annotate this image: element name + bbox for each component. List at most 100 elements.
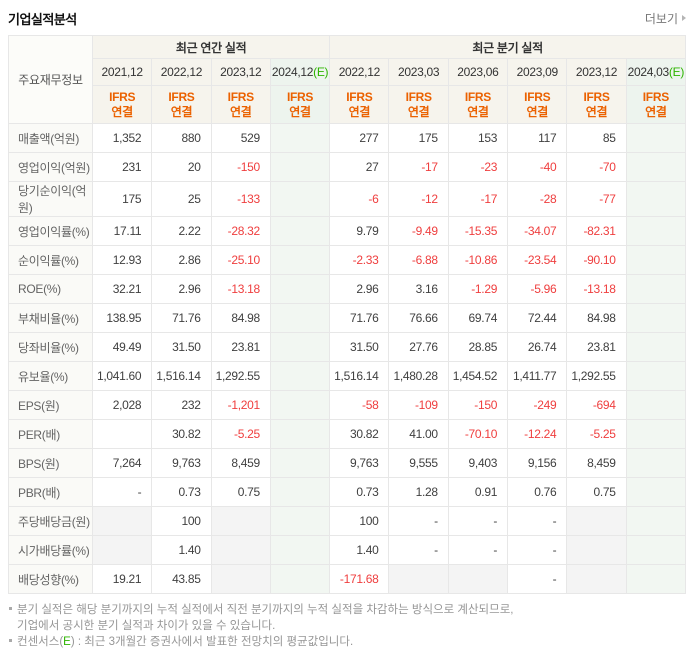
data-cell: 277 (329, 123, 390, 153)
data-cell (388, 564, 449, 594)
table-row: 주당배당금(원) 100 100- - - (8, 506, 687, 536)
data-cell (625, 390, 687, 420)
data-cell (625, 477, 687, 507)
data-cell: 41.00 (388, 419, 449, 449)
data-cell (269, 332, 331, 362)
data-cell: 31.50 (151, 332, 212, 362)
row-label: 주당배당금(원) (8, 506, 93, 536)
data-cell: 27.76 (388, 332, 449, 362)
data-cell: 12.93 (91, 245, 153, 275)
data-cell: 31.50 (329, 332, 390, 362)
row-label: PBR(배) (8, 477, 93, 507)
data-cell: 0.75 (210, 477, 271, 507)
data-cell (625, 448, 687, 478)
year-column-header: 2023,03 (388, 58, 449, 86)
table-row: 매출액(억원) 1,352 880 529 277 175 153 117 85 (8, 123, 687, 153)
data-cell: - (388, 535, 449, 565)
data-cell: -12.24 (507, 419, 568, 449)
data-cell: -2.33 (329, 245, 390, 275)
data-cell (269, 303, 331, 333)
row-label: EPS(원) (8, 390, 93, 420)
data-cell: -5.25 (566, 419, 627, 449)
data-cell: 32.21 (91, 274, 153, 304)
data-cell: 1,480.28 (388, 361, 449, 391)
data-cell: 100 (151, 506, 212, 536)
data-cell (625, 216, 687, 246)
footnotes: 분기 실적은 해당 분기까지의 누적 실적에서 직전 분기까지의 누적 실적을 … (8, 602, 686, 650)
data-cell: 1.28 (388, 477, 449, 507)
data-cell: -109 (388, 390, 449, 420)
ifrs-header: IFRS 연결 (566, 85, 627, 124)
data-cell: - (388, 506, 449, 536)
more-button[interactable]: 더보기 (645, 10, 686, 27)
chevron-right-icon (682, 15, 686, 21)
data-cell (269, 477, 331, 507)
data-cell: 28.85 (447, 332, 509, 362)
group-header-row: 주요재무정보 최근 연간 실적 최근 분기 실적 (8, 35, 686, 124)
data-cell: 26.74 (507, 332, 568, 362)
data-cell (566, 506, 627, 536)
data-cell: -171.68 (329, 564, 390, 594)
bullet-icon (9, 607, 12, 610)
data-cell (625, 506, 687, 536)
year-column-header: 2023,09 (507, 58, 568, 86)
data-cell: 2.22 (151, 216, 212, 246)
data-cell (269, 181, 331, 217)
data-cell (91, 419, 153, 449)
data-cell (625, 181, 687, 217)
data-cell (269, 216, 331, 246)
data-cell: 1,292.55 (566, 361, 627, 391)
data-cell: 8,459 (566, 448, 627, 478)
data-cell: 85 (566, 123, 627, 153)
data-cell (566, 535, 627, 565)
data-cell: -23.54 (507, 245, 568, 275)
table-row: EPS(원) 2,028 232 -1,201 -58 -109 -150 -249 -694 (8, 390, 687, 420)
data-cell: -15.35 (447, 216, 509, 246)
table-body: 매출액(억원) 1,352 880 529 277 175 153 117 85 영업이익(억원)… (8, 123, 687, 594)
data-cell: 76.66 (388, 303, 449, 333)
data-cell: 0.76 (507, 477, 568, 507)
ifrs-header: IFRS 연결 (625, 85, 687, 124)
table-row: BPS(원) 7,264 9,763 8,459 9,763 9,555 9,403 9,15… (8, 448, 687, 478)
data-cell: - (507, 535, 568, 565)
data-cell: 231 (91, 152, 153, 182)
data-cell: 9,156 (507, 448, 568, 478)
data-cell: 1,516.14 (151, 361, 212, 391)
data-cell: -5.96 (507, 274, 568, 304)
data-cell: -90.10 (566, 245, 627, 275)
table-row: 당기순이익(억원) 175 25 -133 -6 -12 -17 -28 -77 (8, 181, 687, 217)
table-row: 당좌비율(%) 49.49 31.50 23.81 31.50 27.76 28.85 26.… (8, 332, 687, 362)
data-cell: 1,516.14 (329, 361, 390, 391)
data-cell (625, 332, 687, 362)
data-cell (625, 274, 687, 304)
data-cell: 2,028 (91, 390, 153, 420)
data-cell: -28 (507, 181, 568, 217)
row-label: ROE(%) (8, 274, 93, 304)
row-label: 순이익률(%) (8, 245, 93, 275)
data-cell: 1,454.52 (447, 361, 509, 391)
data-cell (625, 564, 687, 594)
data-cell: 27 (329, 152, 390, 182)
data-cell: -13.18 (566, 274, 627, 304)
data-cell: -133 (210, 181, 271, 217)
data-cell (447, 564, 509, 594)
corner-header: 주요재무정보 (8, 35, 93, 124)
row-label: 매출액(억원) (8, 123, 93, 153)
data-cell: 71.76 (329, 303, 390, 333)
row-label: 부채비율(%) (8, 303, 93, 333)
year-column-header: 2022,12 (329, 58, 390, 86)
data-cell: 9,763 (329, 448, 390, 478)
data-cell (269, 274, 331, 304)
data-cell: -150 (210, 152, 271, 182)
data-cell (625, 361, 687, 391)
data-cell: 8,459 (210, 448, 271, 478)
year-header-row: 2021,12 2022,12 2023,12 2024,12(E) 2022,12 20… (9, 58, 687, 86)
year-column-header: 2024,12(E) (269, 58, 331, 86)
data-cell: - (507, 506, 568, 536)
page-title: 기업실적분석 (8, 11, 77, 27)
data-cell (625, 123, 687, 153)
data-cell: - (507, 564, 568, 594)
data-cell: 72.44 (507, 303, 568, 333)
year-column-header: 2021,12 (91, 58, 153, 86)
data-cell: 1.40 (329, 535, 390, 565)
